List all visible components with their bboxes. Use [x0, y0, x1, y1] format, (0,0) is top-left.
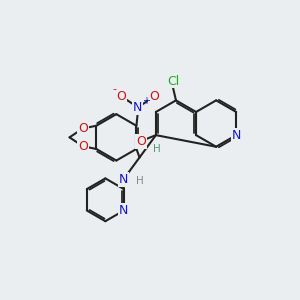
Text: N: N	[133, 101, 142, 114]
Text: O: O	[78, 140, 88, 153]
Text: O: O	[117, 89, 127, 103]
Text: O: O	[136, 135, 146, 148]
Text: H: H	[136, 176, 143, 186]
Text: +: +	[142, 96, 150, 106]
Text: O: O	[149, 89, 159, 103]
Text: N: N	[119, 204, 129, 217]
Text: O: O	[78, 122, 88, 135]
Text: N: N	[232, 129, 241, 142]
Text: H: H	[154, 144, 161, 154]
Text: N: N	[118, 173, 128, 186]
Text: Cl: Cl	[167, 74, 179, 88]
Text: -: -	[112, 84, 116, 94]
